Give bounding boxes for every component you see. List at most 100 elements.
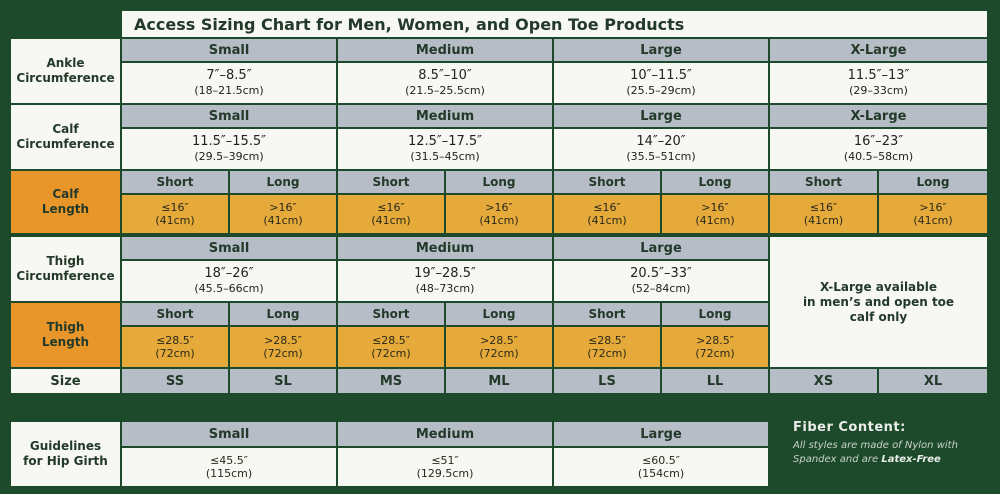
- latex-free-text: Latex-Free: [881, 454, 941, 465]
- value-inches: ≤60.5″: [642, 454, 680, 467]
- thigh-length-header-medium-long: Long: [446, 303, 552, 325]
- thigh-label: Thigh Circumference: [11, 237, 120, 301]
- fiber-content-heading: Fiber Content:: [793, 420, 906, 435]
- hip-header-large: Large: [554, 422, 768, 446]
- note-line2: in men’s and open toe: [802, 294, 955, 309]
- header-text: Medium: [415, 426, 475, 442]
- size-code-xl: XL: [879, 369, 987, 393]
- value-inches: ≤16″: [161, 201, 189, 214]
- ankle-value-xlarge: 11.5″–13″ (29–33cm): [770, 63, 987, 103]
- value-inches: ≤28.5″: [156, 334, 194, 347]
- calf-value-xlarge: 16″–23″ (40.5–58cm): [770, 129, 987, 169]
- hip-value-small: ≤45.5″ (115cm): [122, 448, 336, 486]
- value-cm: (72cm): [263, 347, 303, 360]
- header-text: Small: [208, 108, 250, 124]
- thigh-value-small: 18″–26″ (45.5–66cm): [122, 261, 336, 301]
- header-text: Small: [208, 240, 250, 256]
- value-cm: (115cm): [205, 467, 253, 480]
- header-text: Small: [208, 426, 250, 442]
- ankle-value-medium: 8.5″–10″ (21.5–25.5cm): [338, 63, 552, 103]
- thigh-value-large: 20.5″–33″ (52–84cm): [554, 261, 768, 301]
- size-code-ss: SS: [122, 369, 228, 393]
- header-text: Large: [640, 42, 682, 58]
- value-inches: 11.5″–13″: [847, 68, 910, 83]
- ankle-label-line1: Ankle: [46, 56, 85, 70]
- calf-label-line2: Circumference: [16, 137, 115, 151]
- calf-length-header-small-long: Long: [230, 171, 336, 193]
- calf-value-small: 11.5″–15.5″ (29.5–39cm): [122, 129, 336, 169]
- thigh-length-header-medium-short: Short: [338, 303, 444, 325]
- value-cm: (52–84cm): [631, 282, 691, 295]
- value-cm: (29.5–39cm): [194, 150, 264, 163]
- header-text: Short: [588, 175, 626, 189]
- value-cm: (35.5–51cm): [626, 150, 696, 163]
- size-code-ms: MS: [338, 369, 444, 393]
- value-cm: (41cm): [155, 214, 195, 227]
- header-text: Long: [482, 175, 516, 189]
- size-code-text: SL: [274, 373, 292, 389]
- value-cm: (48–73cm): [415, 282, 475, 295]
- calf-length-value-large-long: >16″ (41cm): [662, 195, 768, 233]
- header-text: Long: [698, 175, 732, 189]
- header-text: Short: [372, 175, 410, 189]
- calf-length-value-medium-short: ≤16″ (41cm): [338, 195, 444, 233]
- header-text: Short: [372, 307, 410, 321]
- value-inches: ≤16″: [593, 201, 621, 214]
- thigh-header-medium: Medium: [338, 237, 552, 259]
- value-cm: (154cm): [637, 467, 685, 480]
- value-cm: (72cm): [155, 347, 195, 360]
- size-code-sl: SL: [230, 369, 336, 393]
- value-cm: (41cm): [263, 214, 303, 227]
- value-inches: ≤28.5″: [372, 334, 410, 347]
- note-line3: calf only: [849, 309, 908, 324]
- value-inches: 7″–8.5″: [206, 68, 252, 83]
- thigh-length-header-small-short: Short: [122, 303, 228, 325]
- calf-length-header-xlarge-long: Long: [879, 171, 987, 193]
- calf-length-label-line2: Length: [41, 202, 90, 216]
- calf-length-header-medium-short: Short: [338, 171, 444, 193]
- calf-length-label: Calf Length: [11, 171, 120, 233]
- header-text: X-Large: [850, 42, 907, 58]
- value-cm: (41cm): [587, 214, 627, 227]
- hip-header-small: Small: [122, 422, 336, 446]
- size-code-xs: XS: [770, 369, 877, 393]
- thigh-length-value-medium-long: >28.5″ (72cm): [446, 327, 552, 367]
- thigh-length-label-line1: Thigh: [46, 320, 85, 334]
- thigh-header-large: Large: [554, 237, 768, 259]
- size-code-ml: ML: [446, 369, 552, 393]
- thigh-length-header-large-short: Short: [554, 303, 660, 325]
- header-text: Long: [266, 175, 300, 189]
- header-text: Short: [156, 307, 194, 321]
- size-code-ll: LL: [662, 369, 768, 393]
- value-cm: (31.5–45cm): [410, 150, 480, 163]
- header-text: Long: [482, 307, 516, 321]
- value-inches: 19″–28.5″: [414, 266, 476, 281]
- value-inches: ≤28.5″: [588, 334, 626, 347]
- hip-girth-label: Guidelines for Hip Girth: [11, 422, 120, 486]
- value-inches: 20.5″–33″: [630, 266, 692, 281]
- value-cm: (72cm): [479, 347, 519, 360]
- header-text: Short: [804, 175, 843, 189]
- calf-value-large: 14″–20″ (35.5–51cm): [554, 129, 768, 169]
- header-text: Short: [588, 307, 626, 321]
- fiber-content: Fiber Content: All styles are made of Ny…: [793, 420, 993, 480]
- value-inches: >16″: [701, 201, 729, 214]
- ankle-header-xlarge: X-Large: [770, 39, 987, 61]
- value-cm: (129.5cm): [416, 467, 474, 480]
- value-inches: ≤16″: [809, 201, 838, 214]
- ankle-header-large: Large: [554, 39, 768, 61]
- header-text: Large: [640, 426, 682, 442]
- value-cm: (41cm): [371, 214, 411, 227]
- header-text: Large: [640, 240, 682, 256]
- ankle-value-small: 7″–8.5″ (18–21.5cm): [122, 63, 336, 103]
- value-inches: >28.5″: [264, 334, 302, 347]
- ankle-label: Ankle Circumference: [11, 39, 120, 103]
- calf-length-value-small-long: >16″ (41cm): [230, 195, 336, 233]
- calf-length-value-xlarge-long: >16″ (41cm): [879, 195, 987, 233]
- fiber-content-line2: Spandex and are Latex-Free: [793, 453, 993, 467]
- chart-title-text: Access Sizing Chart for Men, Women, and …: [134, 14, 685, 34]
- size-code-text: LS: [598, 373, 616, 389]
- hip-value-medium: ≤51″ (129.5cm): [338, 448, 552, 486]
- header-text: Medium: [415, 240, 475, 256]
- value-cm: (40.5–58cm): [843, 150, 914, 163]
